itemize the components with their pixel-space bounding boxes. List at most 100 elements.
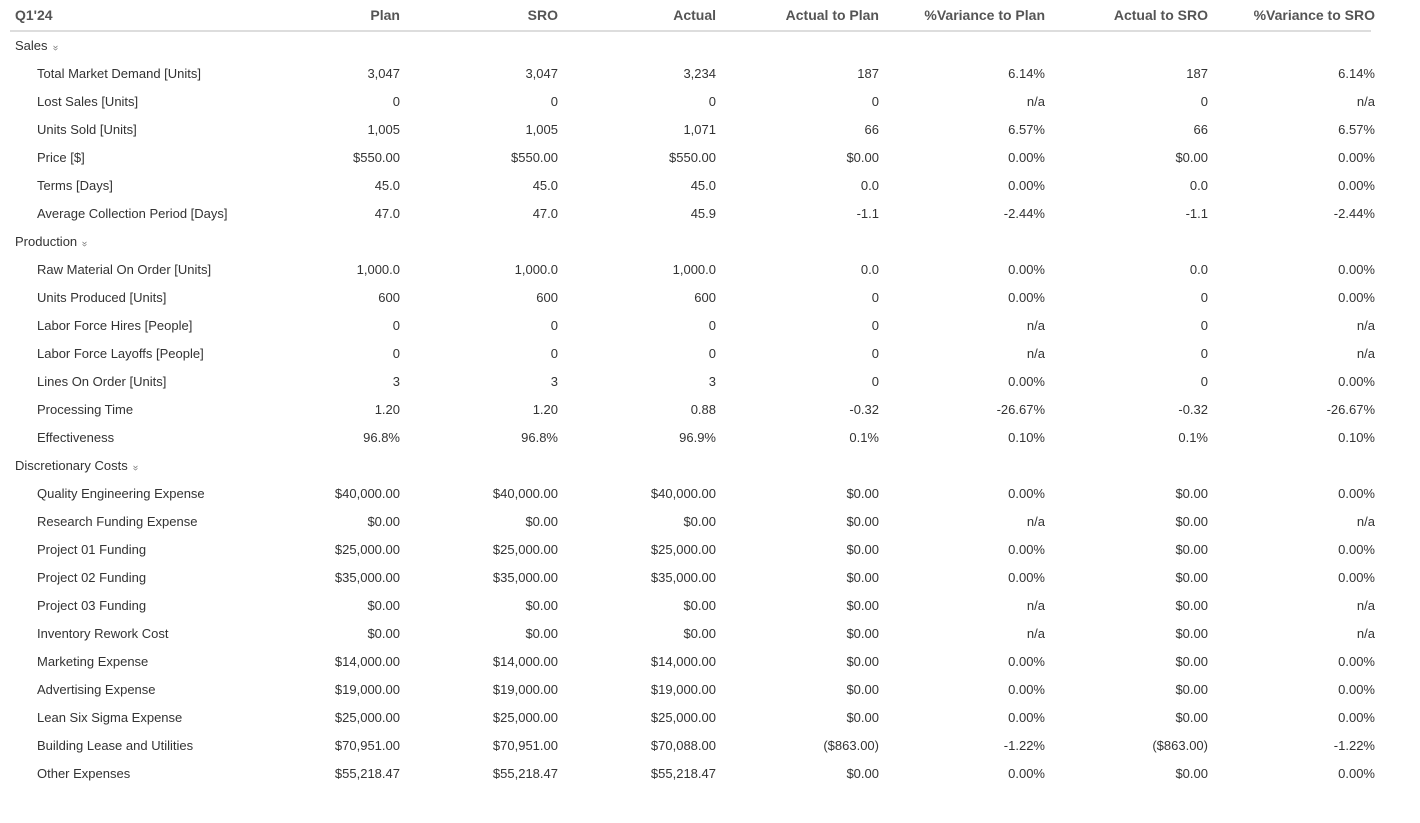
cell-actual-to-plan: $0.00: [846, 514, 879, 529]
cell-actual-to-plan: 0: [871, 318, 879, 333]
table-row: Processing Time 1.20 1.20 0.88 -0.32 -26.67% -…: [10, 396, 1375, 424]
cell-variance-to-plan: 6.57%: [1008, 122, 1045, 137]
row-label: Terms [Days]: [37, 178, 113, 193]
section-title[interactable]: Sales»: [15, 32, 60, 62]
table-row: Research Funding Expense $0.00 $0.00 $0.00 $…: [10, 508, 1375, 536]
cell-plan: $70,951.00: [334, 738, 400, 753]
cell-actual: $19,000.00: [650, 682, 716, 697]
table-header: Q1'24 Plan SRO Actual Actual to Plan %Va…: [10, 0, 1375, 32]
cell-sro: $550.00: [511, 150, 558, 165]
cell-actual: 96.9%: [679, 430, 716, 445]
cell-variance-to-sro: 0.00%: [1338, 710, 1375, 725]
cell-sro: 0: [550, 318, 558, 333]
section-title[interactable]: Discretionary Costs»: [15, 452, 140, 482]
cell-plan: $35,000.00: [334, 570, 400, 585]
double-chevron-down-icon[interactable]: »: [78, 241, 90, 247]
cell-sro: $55,218.47: [492, 766, 558, 781]
cell-variance-to-plan: 0.00%: [1008, 542, 1045, 557]
cell-actual-to-plan: 0: [871, 290, 879, 305]
table-row: Advertising Expense $19,000.00 $19,000.00 $…: [10, 676, 1375, 704]
cell-actual: $550.00: [669, 150, 716, 165]
cell-variance-to-sro: 0.00%: [1338, 374, 1375, 389]
row-label: Project 02 Funding: [37, 570, 147, 585]
table-row: Terms [Days] 45.0 45.0 45.0 0.0 0.00% 0.0 0.00%: [10, 172, 1375, 200]
cell-sro: $14,000.00: [492, 654, 558, 669]
cell-actual-to-plan: -1.1: [856, 206, 879, 221]
cell-sro: $35,000.00: [492, 570, 558, 585]
cell-actual: $0.00: [683, 598, 716, 613]
cell-actual: 0: [708, 346, 716, 361]
cell-variance-to-sro: n/a: [1356, 514, 1375, 529]
table-row: Building Lease and Utilities $70,951.00 $7…: [10, 732, 1375, 760]
cell-variance-to-sro: 0.00%: [1338, 570, 1375, 585]
cell-actual-to-sro: $0.00: [1175, 710, 1208, 725]
cell-plan: 0: [392, 346, 400, 361]
cell-plan: 600: [378, 290, 400, 305]
cell-variance-to-sro: 0.00%: [1338, 654, 1375, 669]
section-header-sales[interactable]: Sales»: [10, 32, 1371, 60]
cell-plan: $0.00: [367, 514, 400, 529]
table-row: Lines On Order [Units] 3 3 3 0 0.00% 0 0.00%: [10, 368, 1375, 396]
row-label: Quality Engineering Expense: [37, 486, 205, 501]
cell-plan: 1.20: [374, 402, 400, 417]
cell-actual-to-plan: ($863.00): [823, 738, 879, 753]
column-header-actual-to-plan: Actual to Plan: [785, 7, 879, 23]
cell-plan: $40,000.00: [334, 486, 400, 501]
cell-variance-to-sro: 6.57%: [1338, 122, 1375, 137]
cell-actual-to-sro: 66: [1193, 122, 1208, 137]
cell-variance-to-sro: 0.00%: [1338, 542, 1375, 557]
cell-actual-to-sro: -0.32: [1178, 402, 1208, 417]
section-title[interactable]: Production»: [15, 228, 90, 258]
row-label: Lines On Order [Units]: [37, 374, 167, 389]
cell-sro: 47.0: [532, 206, 558, 221]
cell-plan: $550.00: [353, 150, 400, 165]
double-chevron-down-icon[interactable]: »: [129, 465, 141, 471]
table-row: Price [$] $550.00 $550.00 $550.00 $0.00 0.00%…: [10, 144, 1375, 172]
row-label: Effectiveness: [37, 430, 115, 445]
row-label: Inventory Rework Cost: [37, 626, 169, 641]
row-label: Labor Force Layoffs [People]: [37, 346, 204, 361]
cell-variance-to-plan: 0.00%: [1008, 570, 1045, 585]
cell-actual-to-plan: 187: [857, 66, 879, 81]
cell-actual-to-plan: $0.00: [846, 150, 879, 165]
cell-variance-to-sro: n/a: [1356, 346, 1375, 361]
cell-variance-to-sro: -2.44%: [1333, 206, 1375, 221]
cell-actual: 45.0: [690, 178, 716, 193]
cell-variance-to-sro: 0.00%: [1338, 150, 1375, 165]
cell-variance-to-plan: 0.00%: [1008, 654, 1045, 669]
cell-actual-to-plan: 66: [864, 122, 879, 137]
row-label: Project 01 Funding: [37, 542, 147, 557]
cell-plan: 0: [392, 94, 400, 109]
row-label: Total Market Demand [Units]: [37, 66, 202, 81]
cell-variance-to-sro: 0.00%: [1338, 178, 1375, 193]
cell-actual: 45.9: [690, 206, 716, 221]
cell-actual-to-plan: $0.00: [846, 682, 879, 697]
row-label: Marketing Expense: [37, 654, 149, 669]
period-header: Q1'24: [15, 7, 53, 23]
double-chevron-down-icon[interactable]: »: [49, 45, 61, 51]
section-header-discretionary-costs[interactable]: Discretionary Costs»: [10, 452, 1371, 480]
table-row: Effectiveness 96.8% 96.8% 96.9% 0.1% 0.10% 0.1…: [10, 424, 1375, 452]
cell-actual: $25,000.00: [650, 542, 716, 557]
row-label: Building Lease and Utilities: [37, 738, 194, 753]
table-row: Units Produced [Units] 600 600 600 0 0.00% 0 0.…: [10, 284, 1375, 312]
cell-variance-to-plan: n/a: [1026, 598, 1045, 613]
cell-sro: 600: [536, 290, 558, 305]
cell-plan: 45.0: [374, 178, 400, 193]
cell-actual: 3: [708, 374, 716, 389]
cell-plan: 1,000.0: [356, 262, 400, 277]
cell-variance-to-plan: 0.00%: [1008, 374, 1045, 389]
column-header-sro: SRO: [527, 7, 558, 23]
table-row: Labor Force Layoffs [People] 0 0 0 0 n/a 0 n/a: [10, 340, 1375, 368]
section-header-production[interactable]: Production»: [10, 228, 1371, 256]
table-row: Inventory Rework Cost $0.00 $0.00 $0.00 $0.0…: [10, 620, 1375, 648]
cell-variance-to-plan: 0.00%: [1008, 486, 1045, 501]
cell-actual-to-plan: 0.1%: [849, 430, 879, 445]
cell-actual-to-plan: $0.00: [846, 766, 879, 781]
cell-variance-to-sro: n/a: [1356, 598, 1375, 613]
cell-variance-to-sro: 0.00%: [1338, 262, 1375, 277]
cell-actual-to-sro: 0.1%: [1178, 430, 1208, 445]
cell-actual: $25,000.00: [650, 710, 716, 725]
cell-actual-to-sro: 0.0: [1189, 178, 1208, 193]
cell-variance-to-plan: n/a: [1026, 94, 1045, 109]
